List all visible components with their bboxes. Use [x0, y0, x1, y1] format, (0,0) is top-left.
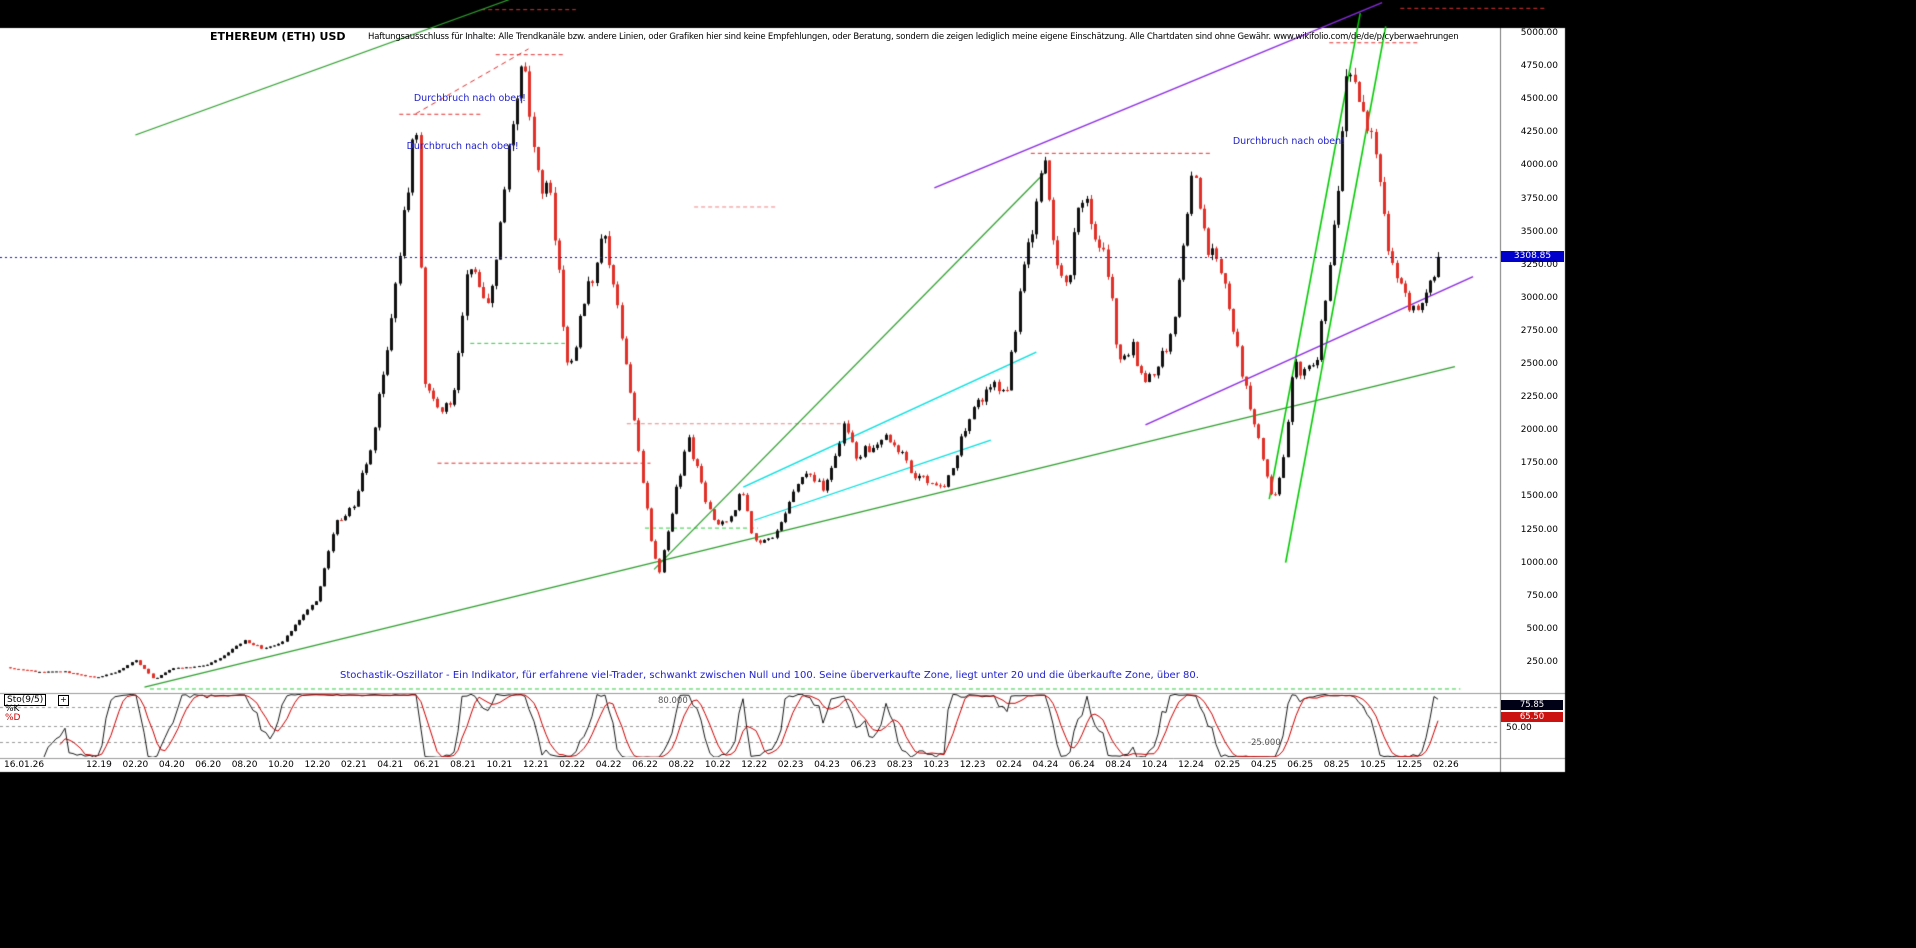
- y-axis-label: 3500.00: [1520, 226, 1558, 237]
- y-axis-label: 4250.00: [1520, 127, 1558, 138]
- stochastic-indicator-label[interactable]: Sto(9/5): [4, 694, 47, 706]
- x-axis-label: 12.24: [1178, 760, 1204, 770]
- stochastic-description: Stochastik-Oszillator - Ein Indikator, f…: [340, 670, 1199, 681]
- x-axis-label: 12.21: [522, 760, 549, 770]
- x-axis-label: 08.23: [886, 760, 913, 770]
- x-axis-label: 08.22: [668, 760, 695, 770]
- x-axis-label: 10.20: [268, 760, 294, 770]
- x-axis-label: 10.25: [1360, 760, 1386, 770]
- breakout-annotation: Durchbruch nach oben!: [413, 93, 526, 105]
- y-axis-label: 500.00: [1526, 623, 1559, 634]
- x-axis-label: 04.25: [1250, 760, 1277, 770]
- stochastic-mid-value: 50.00: [1506, 722, 1532, 733]
- stochastic-d-label: %D: [5, 713, 21, 723]
- x-axis-label: 02.22: [559, 760, 586, 770]
- x-axis-label: 02.26: [1432, 760, 1459, 770]
- x-axis-label: 12.23: [959, 760, 986, 770]
- indicator-expand-icon[interactable]: +: [58, 695, 69, 706]
- x-axis-label: 02.25: [1214, 760, 1241, 770]
- y-axis-label: 1000.00: [1520, 557, 1558, 568]
- x-axis-label: 02.24: [996, 760, 1022, 770]
- x-axis-label: 06.25: [1287, 760, 1314, 770]
- stochastic-k-label: %K: [5, 704, 20, 714]
- x-axis-label: 12.19: [86, 760, 112, 770]
- x-axis-label: 08.21: [450, 760, 476, 770]
- x-axis-label: 04.22: [595, 760, 622, 770]
- x-axis-label: 04.24: [1032, 760, 1059, 770]
- x-axis-label: 08.20: [231, 760, 258, 770]
- x-axis-label: 06.21: [413, 760, 440, 770]
- x-axis-label: 06.22: [632, 760, 658, 770]
- y-axis-label: 750.00: [1526, 590, 1559, 601]
- y-axis-label: 1750.00: [1520, 458, 1558, 469]
- x-axis-label: 06.20: [195, 760, 222, 770]
- x-axis-label: 10.22: [704, 760, 731, 770]
- x-axis-label: 04.20: [158, 760, 185, 770]
- y-axis-label: 2500.00: [1520, 359, 1558, 370]
- y-axis-label: 2750.00: [1520, 325, 1558, 336]
- oversold-zone-label: 25.000: [1251, 737, 1281, 748]
- chart-title: ETHEREUM (ETH) USD: [210, 30, 346, 43]
- y-axis-label: 2250.00: [1520, 392, 1558, 403]
- y-axis-label: 3250.00: [1520, 259, 1558, 270]
- x-axis-label: 08.24: [1105, 760, 1132, 770]
- y-axis-label: 4500.00: [1520, 94, 1558, 105]
- y-axis-label: 1250.00: [1520, 524, 1558, 535]
- breakout-annotation: Durchbruch nach oben!: [406, 140, 519, 152]
- breakout-annotation: Durchbruch nach oben!: [1232, 136, 1345, 148]
- x-axis-label: 06.23: [850, 760, 877, 770]
- x-axis-label: 02.20: [122, 760, 149, 770]
- y-axis-label: 2000.00: [1520, 425, 1558, 436]
- disclaimer-text: Haftungsausschluss für Inhalte: Alle Tre…: [368, 32, 1459, 42]
- x-axis-label: 12.20: [304, 760, 331, 770]
- x-axis-label: 02.21: [340, 760, 367, 770]
- stochastic-d-value: 65.50: [1501, 712, 1563, 723]
- x-axis-label: 04.23: [814, 760, 840, 770]
- stochastic-k-value: 75.85: [1501, 700, 1563, 711]
- y-axis-label: 250.00: [1526, 656, 1559, 667]
- x-axis-label: 04.21: [377, 760, 404, 770]
- x-axis-label: 10.21: [486, 760, 513, 770]
- x-axis-label: 12.25: [1396, 760, 1423, 770]
- x-axis-label: 10.24: [1141, 760, 1168, 770]
- y-axis-label: 1500.00: [1520, 491, 1558, 502]
- x-axis-label: 10.23: [923, 760, 950, 770]
- y-axis-label: 3750.00: [1520, 193, 1558, 204]
- x-axis-label: 06.24: [1068, 760, 1095, 770]
- x-axis-label: 12.22: [741, 760, 768, 770]
- x-axis-label: 02.23: [777, 760, 804, 770]
- y-axis-label: 5000.00: [1520, 28, 1558, 38]
- y-axis-label: 3000.00: [1520, 292, 1558, 303]
- x-axis-label: 08.25: [1323, 760, 1350, 770]
- current-price-badge: 3308.85: [1501, 251, 1564, 263]
- y-axis-label: 4750.00: [1520, 61, 1558, 72]
- x-axis-start-label: 16.01.26: [4, 760, 45, 770]
- overbought-zone-label: 80.000: [658, 695, 688, 706]
- y-axis-label: 4000.00: [1520, 160, 1558, 171]
